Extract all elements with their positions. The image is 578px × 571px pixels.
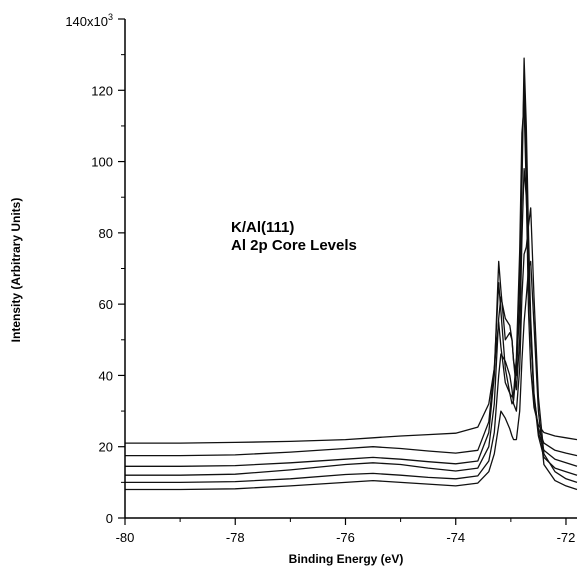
x-axis-title: Binding Energy (eV) — [289, 552, 404, 566]
spectrum-line-3 — [125, 57, 578, 467]
y-tick-label: 120 — [91, 83, 113, 98]
spectrum-line-5 — [125, 207, 578, 484]
x-tick-label: -76 — [336, 530, 355, 545]
series-lines — [125, 57, 578, 491]
y-top-tick-label: 140x103 — [65, 12, 113, 29]
y-ticks: 0 20 40 60 80 100 120 — [91, 18, 125, 526]
spectrum-line-6 — [125, 260, 578, 491]
y-tick-label: 20 — [99, 440, 113, 455]
x-tick-label: -80 — [116, 530, 135, 545]
annotation-sample: K/Al(111) — [231, 219, 294, 236]
y-tick-label: 40 — [99, 368, 113, 383]
x-tick-label: -74 — [446, 530, 465, 545]
spectrum-line-2 — [125, 82, 578, 457]
annotation-core-levels: Al 2p Core Levels — [231, 237, 357, 254]
spectrum-line-4 — [125, 168, 578, 476]
y-tick-label: 100 — [91, 155, 113, 170]
x-ticks: -80 -78 -76 -74 -72 — [116, 518, 576, 545]
y-tick-label: 80 — [99, 226, 113, 241]
y-tick-label: 60 — [99, 297, 113, 312]
y-axis-title: Intensity (Arbitrary Units) — [9, 198, 23, 343]
x-tick-label: -72 — [557, 530, 576, 545]
y-tick-label: 0 — [106, 511, 113, 526]
x-tick-label: -78 — [226, 530, 245, 545]
